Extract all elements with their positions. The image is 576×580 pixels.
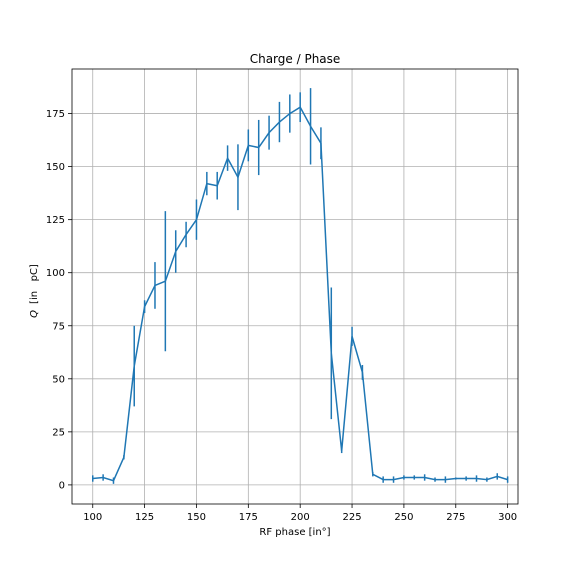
y-tick-label: 150 xyxy=(46,162,65,173)
y-axis-label: Q [in pC] xyxy=(29,264,40,318)
y-tick-label: 0 xyxy=(59,480,65,491)
x-axis-label: RF phase [in°] xyxy=(259,527,330,538)
series-line xyxy=(92,106,508,482)
y-tick-label: 25 xyxy=(52,427,65,438)
x-tick-label: 250 xyxy=(394,512,413,523)
y-tick-label: 100 xyxy=(46,268,65,279)
x-tick-label: 225 xyxy=(342,512,361,523)
y-axis-ticks: 0 25 50 75 100 125 150 175 xyxy=(46,109,72,491)
y-tick-label: 175 xyxy=(46,109,65,120)
x-axis-ticks: 100 125 150 175 200 225 250 275 300 xyxy=(83,504,517,523)
y-axis-symbol: Q xyxy=(29,310,40,318)
plot-frame xyxy=(71,68,519,505)
y-tick-label: 75 xyxy=(52,321,65,332)
x-tick-label: 175 xyxy=(239,512,258,523)
x-tick-label: 275 xyxy=(446,512,465,523)
x-tick-label: 200 xyxy=(291,512,310,523)
grid-lines xyxy=(72,69,518,504)
y-axis-unit: [in pC] xyxy=(29,264,40,304)
y-tick-label: 50 xyxy=(52,374,65,385)
x-tick-label: 300 xyxy=(498,512,517,523)
chart-title: Charge / Phase xyxy=(250,52,341,66)
x-tick-label: 150 xyxy=(187,512,206,523)
y-tick-label: 125 xyxy=(46,215,65,226)
x-tick-label: 100 xyxy=(83,512,102,523)
x-tick-label: 125 xyxy=(135,512,154,523)
